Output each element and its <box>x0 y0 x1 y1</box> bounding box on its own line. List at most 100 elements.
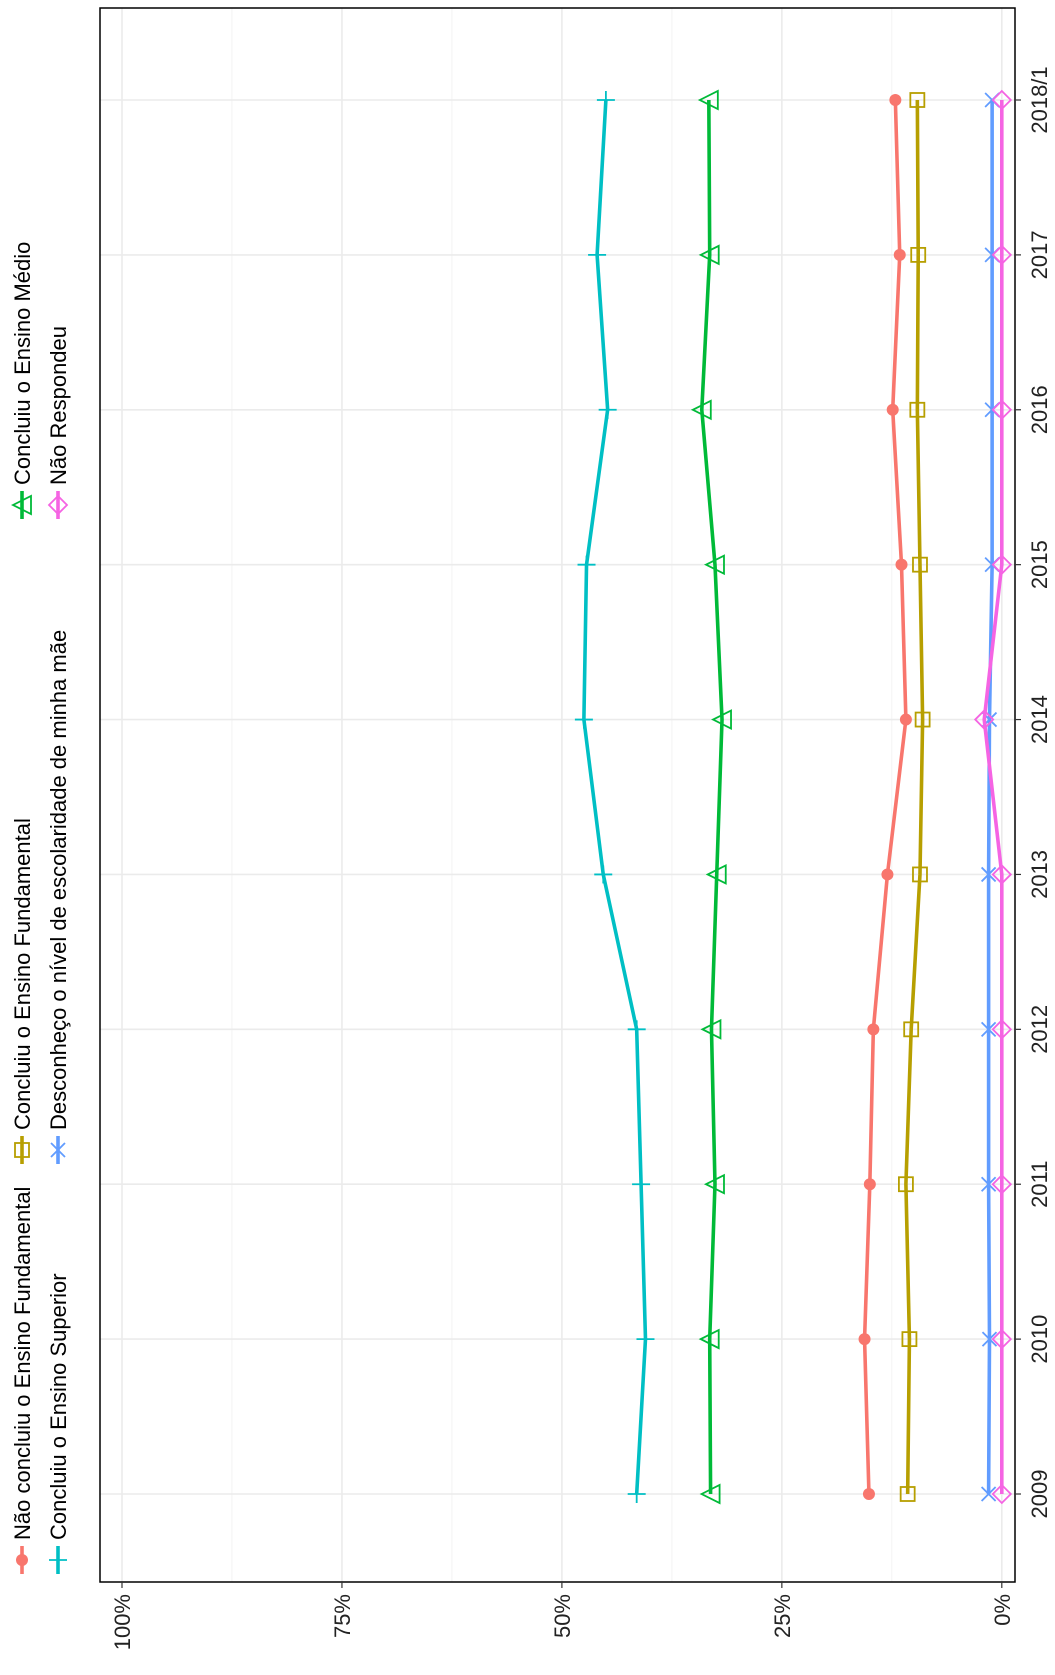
data-point <box>991 399 1013 421</box>
legend-label: Não concluiu o Ensino Fundamental <box>10 1187 35 1540</box>
data-point <box>699 1483 721 1505</box>
legend-label: Concluiu o Ensino Superior <box>46 1273 71 1540</box>
data-point <box>973 709 995 730</box>
legend-label: Não Respondeu <box>46 326 71 485</box>
legend-item: Concluiu o Ensino Superior <box>46 1273 71 1574</box>
data-point <box>627 1020 646 1039</box>
legend-item: Desconheço o nível de escolaridade de mi… <box>46 630 71 1164</box>
data-point <box>862 1488 875 1500</box>
legend-item: Concluiu o Ensino Médio <box>10 242 35 519</box>
category-tick-label: 2014 <box>1027 695 1052 744</box>
series-line <box>699 99 724 1495</box>
category-tick-label: 2015 <box>1027 540 1052 589</box>
data-point <box>909 92 926 108</box>
category-tick-label: 2010 <box>1027 1315 1052 1364</box>
data-point <box>912 556 928 573</box>
series-6 <box>973 89 1013 1505</box>
panel-border <box>99 7 1016 1583</box>
data-point <box>991 89 1013 111</box>
legend-key-marker <box>49 1551 67 1569</box>
data-point <box>898 1176 914 1193</box>
data-point <box>705 863 727 885</box>
data-point <box>895 558 908 571</box>
data-point <box>574 710 593 729</box>
series-line <box>582 99 648 1495</box>
axes: 0% 25% 50% 75% 100% 2009 2010 2011 2012 2013 2014 2… <box>110 66 1052 1650</box>
series-line <box>904 99 925 1495</box>
data-point <box>910 246 927 263</box>
data-point <box>577 555 596 574</box>
data-point <box>901 1331 918 1348</box>
data-point <box>700 1018 722 1040</box>
data-point <box>698 1328 720 1350</box>
data-point <box>914 711 931 728</box>
category-tick-label: 2011 <box>1027 1161 1052 1208</box>
legend: Não concluiu o Ensino Fundamental Conclui… <box>10 242 71 1574</box>
data-point <box>899 713 912 726</box>
value-tick-label: 25% <box>770 1594 795 1638</box>
value-tick-label: 0% <box>990 1594 1015 1626</box>
legend-key-marker <box>16 1554 28 1566</box>
data-point <box>703 1173 725 1195</box>
value-tick-label: 100% <box>110 1594 135 1650</box>
series-4 <box>574 91 655 1503</box>
data-point <box>886 403 899 416</box>
category-tick-label: 2012 <box>1027 1005 1052 1054</box>
data-point <box>858 1333 871 1346</box>
data-point <box>867 1023 880 1036</box>
data-point <box>889 94 902 106</box>
data-point <box>636 1330 655 1349</box>
data-point <box>594 865 613 884</box>
category-tick-label: 2018/1 <box>1027 66 1052 133</box>
category-tick-label: 2016 <box>1027 385 1052 434</box>
data-point <box>588 245 607 264</box>
data-point <box>980 1486 997 1502</box>
data-point <box>711 709 732 731</box>
data-point <box>627 1485 646 1503</box>
data-point <box>632 1175 651 1194</box>
category-tick-label: 2013 <box>1027 850 1052 899</box>
data-point <box>909 401 926 418</box>
data-point <box>698 244 720 266</box>
series-line <box>982 100 1004 1494</box>
data-point <box>991 1019 1013 1040</box>
data-point <box>893 248 906 261</box>
value-tick-label: 50% <box>550 1594 575 1638</box>
data-point <box>980 866 997 883</box>
data-point <box>598 400 617 419</box>
data-point <box>981 1331 998 1347</box>
series-1 <box>858 94 912 1500</box>
legend-item: Não concluiu o Ensino Fundamental <box>10 1187 35 1574</box>
data-point <box>903 1021 920 1038</box>
legend-key-marker <box>10 494 32 516</box>
legend-label: Concluiu o Ensino Médio <box>10 242 35 485</box>
legend-label: Concluiu o Ensino Fundamental <box>10 818 35 1130</box>
data-point <box>991 1173 1013 1195</box>
data-point <box>596 91 615 109</box>
category-tick-label: 2009 <box>1027 1470 1052 1519</box>
data-point <box>980 1176 997 1192</box>
data-point <box>991 1328 1013 1350</box>
category-tick-label: 2017 <box>1027 230 1052 279</box>
data-point <box>703 554 725 576</box>
legend-item: Concluiu o Ensino Fundamental <box>10 818 35 1164</box>
data-point <box>690 399 712 421</box>
legend-label: Desconheço o nível de escolaridade de mi… <box>46 630 71 1130</box>
data-point <box>899 1486 916 1502</box>
data-point <box>881 868 894 881</box>
legend-item: Não Respondeu <box>46 326 71 519</box>
data-point <box>697 89 719 111</box>
data-point <box>912 866 928 883</box>
data-point <box>991 244 1013 266</box>
data-point <box>980 1021 997 1037</box>
series-layer <box>574 89 1013 1505</box>
series-2 <box>898 92 931 1502</box>
data-point <box>991 1483 1013 1505</box>
data-point <box>863 1178 876 1191</box>
value-tick-label: 75% <box>330 1594 355 1638</box>
data-point <box>991 864 1013 885</box>
legend-key-marker <box>50 1142 66 1158</box>
data-point <box>991 554 1013 575</box>
